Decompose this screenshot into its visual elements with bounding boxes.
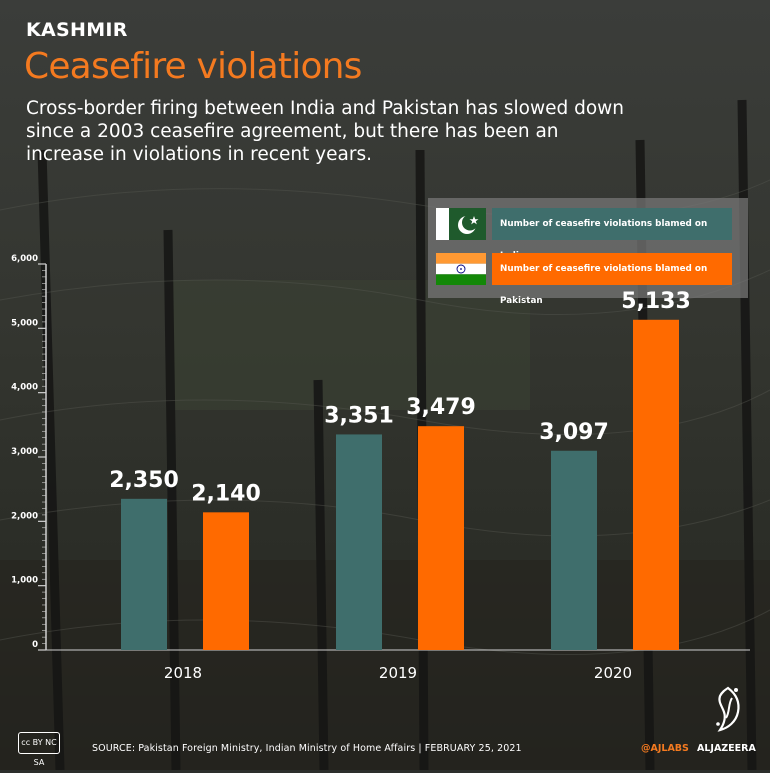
- aljazeera-brand: ALJAZEERA: [697, 743, 756, 754]
- creative-commons-badge: cc BY NC SA: [18, 732, 60, 767]
- bar-2018-series-0: [121, 498, 167, 650]
- ajlabs-handle: @AJLABS: [641, 743, 689, 754]
- y-tick-label: 6,000: [11, 254, 38, 264]
- x-tick-label: 2020: [594, 664, 632, 682]
- bar-2020-series-1: [633, 319, 679, 650]
- bar-2020-series-0: [551, 450, 597, 650]
- india-flag-icon: [436, 253, 486, 285]
- bar-2019-series-1: [418, 426, 464, 650]
- y-tick-label: 3,000: [11, 447, 38, 457]
- legend-item-pakistan-blamed: Number of ceasefire violations blamed on…: [436, 253, 732, 306]
- page-subtitle: Cross-border firing between India and Pa…: [26, 98, 625, 165]
- kicker-label: KASHMIR: [26, 19, 128, 41]
- y-tick-label: 2,000: [11, 511, 38, 521]
- y-tick-label: 0: [32, 640, 38, 650]
- data-label: 2,350: [109, 468, 179, 493]
- source-note: SOURCE: Pakistan Foreign Ministry, India…: [92, 743, 522, 754]
- data-label: 3,479: [406, 395, 476, 420]
- x-tick-label: 2018: [164, 664, 202, 682]
- aljazeera-logo-icon: [716, 686, 740, 732]
- y-tick-label: 5,000: [11, 318, 38, 328]
- chart-legend: Number of ceasefire violations blamed on…: [428, 198, 748, 306]
- page-title: Ceasefire violations: [24, 46, 362, 87]
- legend-label-pakistan-blamed: Number of ceasefire violations blamed on…: [492, 253, 732, 306]
- x-tick-label: 2019: [379, 664, 417, 682]
- data-label: 3,351: [324, 403, 394, 428]
- y-tick-label: 4,000: [11, 383, 38, 393]
- y-tick-label: 1,000: [11, 576, 38, 586]
- pakistan-flag-icon: [436, 208, 486, 240]
- bar-2018-series-1: [203, 512, 249, 650]
- data-label: 5,133: [621, 289, 691, 314]
- data-label: 3,097: [539, 420, 609, 445]
- bar-2019-series-0: [336, 434, 382, 650]
- data-label: 2,140: [191, 481, 261, 506]
